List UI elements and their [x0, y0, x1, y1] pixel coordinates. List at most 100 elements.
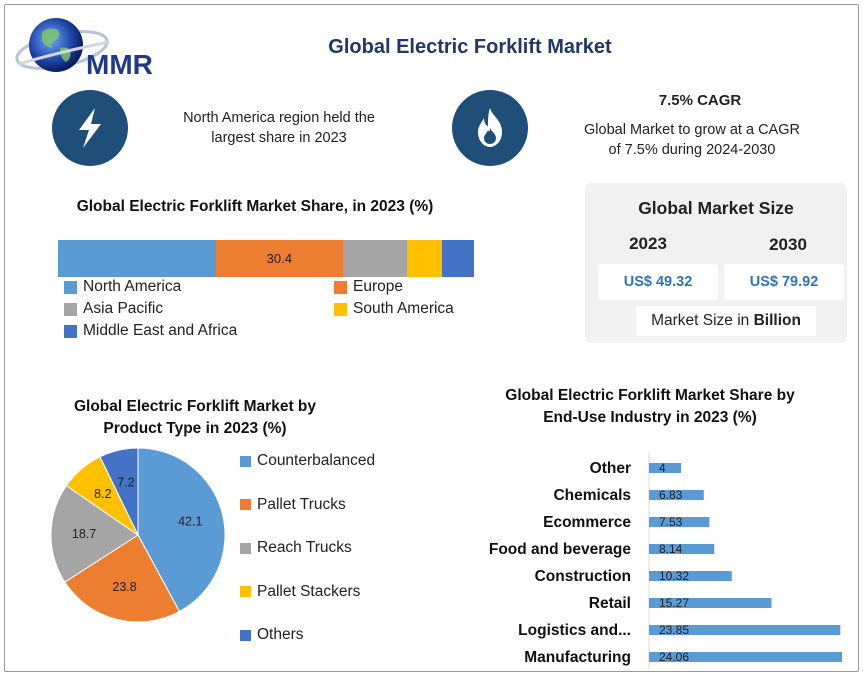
stacked-segment-europe: 30.4 [216, 240, 343, 277]
bar-value-label: 23.85 [659, 623, 689, 637]
market-size-year-2030: 2030 [769, 235, 807, 254]
legend-swatch [240, 586, 251, 597]
region-text-line1: North America region held the [183, 110, 375, 126]
cagr-text-line1: Global Market to grow at a CAGR [584, 122, 800, 138]
legend-swatch [240, 629, 251, 641]
regional-share-stacked-bar: 30.4 [58, 240, 474, 277]
legend-item-asia-pacific: Asia Pacific [64, 300, 163, 318]
stacked-segment-middle-east-and-africa [441, 240, 474, 277]
cagr-highlight: Global Market to grow at a CAGR of 7.5% … [560, 120, 824, 160]
pie-legend-item-reach-trucks: Reach Trucks [240, 539, 352, 557]
stacked-segment-south-america [406, 240, 442, 277]
market-size-title: Global Market Size [638, 198, 794, 218]
bar-category-label: Logistics and... [518, 622, 631, 639]
stacked-segment-north-america [58, 240, 217, 277]
region-text-line2: largest share in 2023 [211, 130, 347, 146]
legend-label: Pallet Trucks [257, 495, 346, 513]
pie-slice-counterbalanced [137, 447, 226, 613]
end-use-bar-chart: Other 4 Chemicals 6.83 Ecommerce 7.53 Food and… [489, 452, 842, 670]
bar-category-label: Manufacturing [524, 649, 631, 666]
market-size-value-2023: US$ 49.32 [598, 264, 718, 300]
lightning-icon [79, 108, 101, 148]
market-size-value-2030: US$ 79.92 [724, 264, 844, 300]
legend-swatch [64, 324, 77, 338]
legend-swatch [334, 280, 347, 294]
legend-label: Europe [353, 278, 403, 295]
market-size-unit: Market Size in Billion [636, 306, 816, 336]
bar-category-label: Other [590, 460, 631, 477]
pie-legend-item-counterbalanced: Counterbalanced [240, 452, 375, 470]
bar-category-label: Construction [535, 568, 631, 585]
bar-value-label: 10.32 [659, 569, 689, 583]
pie-slice-reach-trucks [50, 484, 139, 583]
pie-slice-others [99, 447, 139, 536]
legend-label: Middle East and Africa [83, 322, 238, 339]
bar-value-label: 24.06 [659, 650, 689, 664]
flame-icon [478, 108, 502, 147]
product-type-pie-chart: 42.1 23.8 18.7 8.2 7.2 [50, 447, 226, 623]
product-type-title-line1: Global Electric Forklift Market by [73, 398, 317, 415]
bar-value-label: 6.83 [659, 488, 683, 502]
bar-other [649, 463, 682, 473]
stacked-segment-asia-pacific [342, 240, 407, 277]
bar-category-label: Ecommerce [543, 514, 631, 531]
pie-slice-label: 23.8 [112, 580, 136, 594]
legend-item-south-america: South America [334, 300, 454, 318]
bar-chemicals [649, 490, 704, 500]
bar-value-label: 15.27 [659, 596, 689, 610]
bar-value-label: 7.53 [659, 515, 683, 529]
mmr-logo: MMR [15, 18, 153, 80]
legend-label: Reach Trucks [257, 539, 352, 556]
pie-slice-label: 42.1 [178, 515, 202, 529]
end-use-title-line2: End-Use Industry in 2023 (%) [543, 409, 757, 426]
cagr-text-line2: of 7.5% during 2024-2030 [608, 142, 776, 158]
end-use-title-line1: Global Electric Forklift Market Share by [505, 387, 795, 404]
stacked-segment-label: 30.4 [266, 251, 292, 266]
bar-logistics-and [649, 625, 841, 635]
logo-text: MMR [86, 49, 153, 80]
legend-label: Pallet Stackers [257, 582, 361, 600]
bar-food-and-beverage [649, 544, 715, 554]
market-size-unit-bold: Billion [753, 312, 801, 329]
page-title: Global Electric Forklift Market [328, 36, 612, 58]
infographic-frame [4, 4, 859, 672]
market-size-year-2023: 2023 [629, 234, 667, 253]
bar-manufacturing [649, 652, 842, 662]
lightning-icon-circle [52, 90, 128, 166]
bar-category-label: Food and beverage [489, 541, 631, 558]
legend-label: Asia Pacific [83, 300, 164, 317]
bar-category-label: Chemicals [553, 487, 631, 504]
product-type-title: Global Electric Forklift Market by Produ… [50, 396, 340, 440]
legend-item-europe: Europe [334, 278, 403, 296]
legend-swatch [240, 455, 251, 467]
bar-construction [649, 571, 732, 581]
legend-swatch [64, 280, 77, 294]
pie-slice-label: 18.7 [72, 527, 96, 541]
legend-label: Others [257, 626, 304, 643]
legend-swatch [240, 499, 251, 510]
bar-value-label: 4 [659, 461, 666, 475]
bar-value-label: 8.14 [659, 542, 683, 556]
region-highlight: North America region held the largest sh… [150, 108, 408, 148]
cagr-title: 7.5% CAGR [658, 92, 742, 109]
flame-icon-circle [452, 90, 528, 166]
bar-category-label: Retail [589, 595, 631, 612]
legend-item-north-america: North America [64, 278, 181, 296]
legend-label: South America [353, 300, 454, 317]
bar-ecommerce [649, 517, 710, 527]
legend-swatch [334, 302, 347, 316]
regional-share-title: Global Electric Forklift Market Share, i… [76, 198, 434, 215]
pie-slice-pallet-trucks [64, 534, 181, 623]
end-use-title: Global Electric Forklift Market Share by… [480, 385, 820, 429]
pie-slice-label: 8.2 [94, 487, 111, 501]
pie-legend-item-pallet-stackers: Pallet Stackers [240, 583, 360, 601]
market-size-unit-prefix: Market Size in [651, 312, 754, 329]
product-type-title-line2: Product Type in 2023 (%) [103, 420, 287, 437]
bar-retail [649, 598, 772, 608]
legend-label: North America [83, 278, 182, 295]
legend-swatch [64, 302, 77, 316]
pie-slice-label: 7.2 [117, 475, 134, 489]
pie-legend-item-pallet-trucks: Pallet Trucks [240, 496, 346, 514]
pie-legend-item-others: Others [240, 626, 304, 644]
legend-label: Counterbalanced [257, 452, 376, 469]
